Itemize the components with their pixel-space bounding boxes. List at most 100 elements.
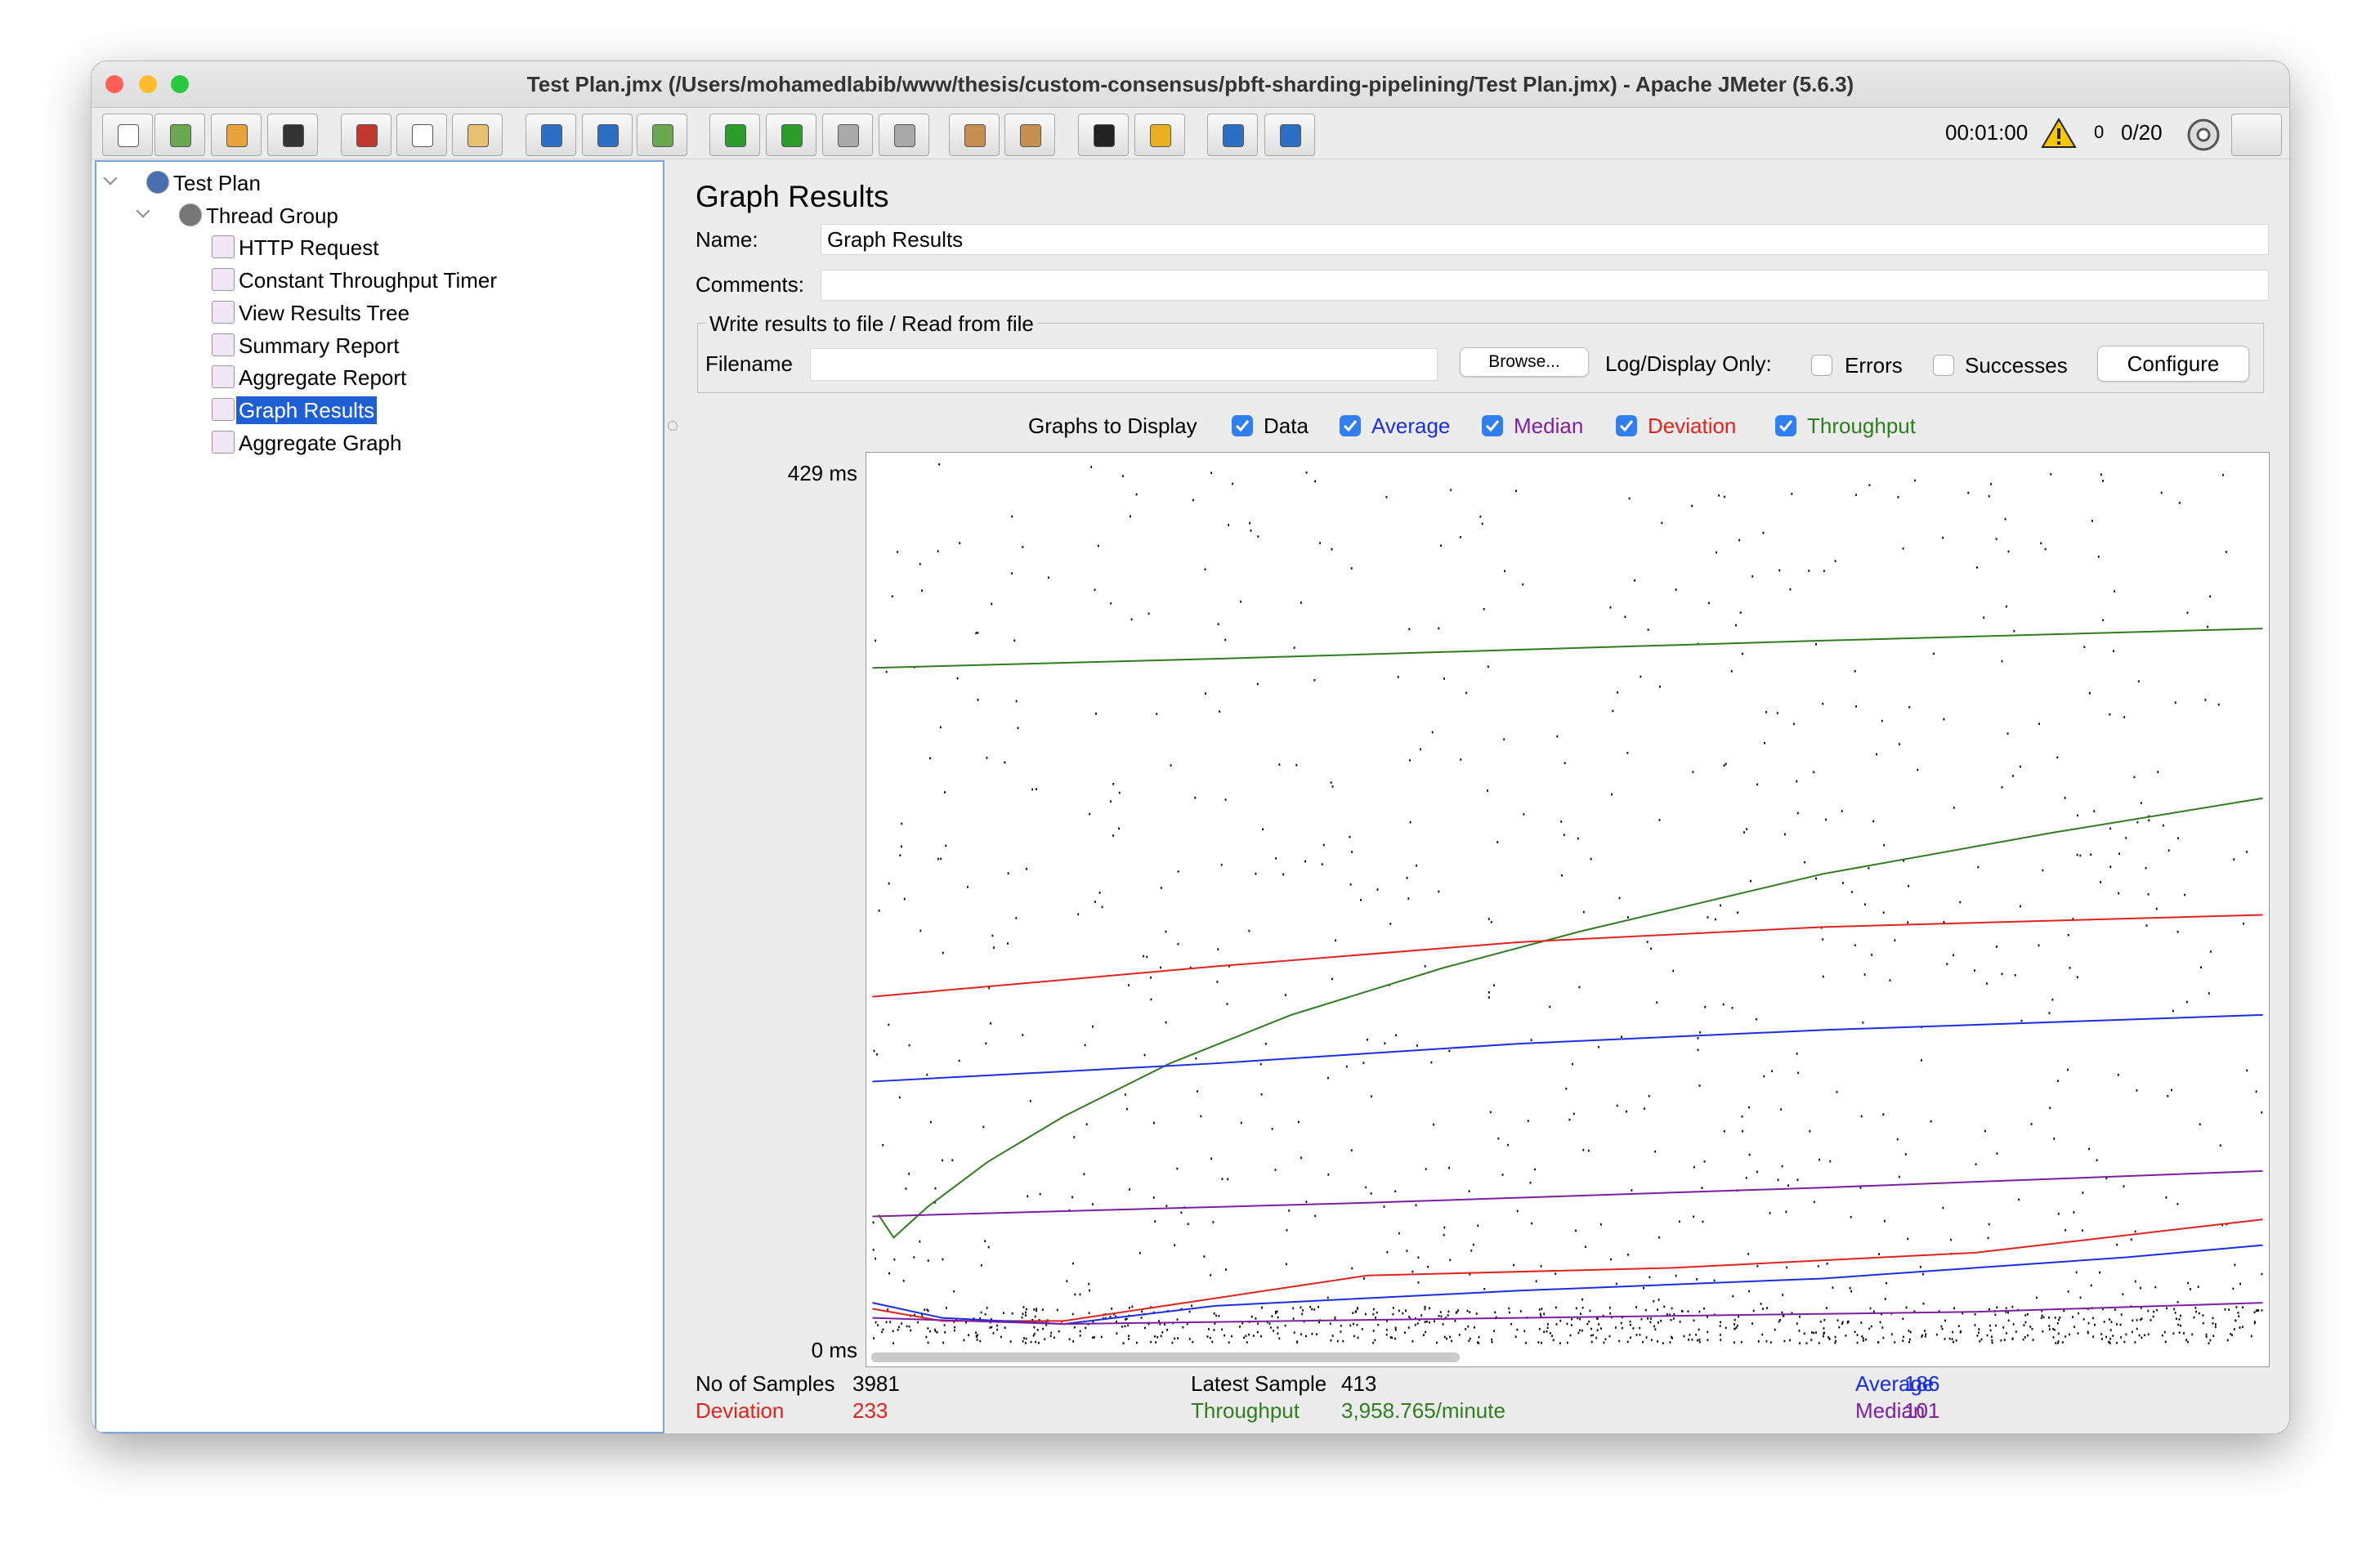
data-point bbox=[1914, 479, 1917, 482]
data-point bbox=[2014, 973, 2016, 977]
data-point bbox=[1720, 904, 1721, 907]
horizontal-scrollbar[interactable] bbox=[871, 1353, 1460, 1362]
graph-option-checkbox[interactable] bbox=[1232, 415, 1253, 436]
name-field[interactable] bbox=[821, 224, 2269, 255]
errors-checkbox[interactable] bbox=[1811, 355, 1832, 376]
tree-node-label[interactable]: Summary Report bbox=[239, 333, 400, 358]
tree-node-label[interactable]: Aggregate Report bbox=[239, 365, 407, 391]
data-point bbox=[1720, 1339, 1722, 1341]
data-point bbox=[1980, 1338, 1983, 1341]
graph-option-checkbox[interactable] bbox=[1340, 415, 1361, 436]
data-point bbox=[902, 1279, 905, 1282]
data-point bbox=[1438, 890, 1440, 893]
tree-node-label[interactable]: Graph Results bbox=[236, 396, 378, 424]
tree-node-label[interactable]: HTTP Request bbox=[239, 235, 379, 261]
toolbar-icon bbox=[1223, 124, 1244, 147]
data-point bbox=[1943, 921, 1945, 923]
remote-status-icon[interactable] bbox=[2185, 117, 2221, 153]
data-point bbox=[1734, 1327, 1736, 1330]
data-point bbox=[914, 1313, 915, 1317]
data-point bbox=[1577, 837, 1579, 840]
graph-option-label: Throughput bbox=[1807, 414, 1916, 438]
data-point bbox=[992, 1332, 995, 1335]
data-point bbox=[2166, 1307, 2168, 1310]
data-point bbox=[1305, 1335, 1307, 1338]
data-point bbox=[1372, 1308, 1375, 1311]
toolbar-icon bbox=[1280, 124, 1301, 147]
tree-node-label[interactable]: Thread Group bbox=[206, 203, 338, 228]
data-point bbox=[1264, 1042, 1267, 1045]
toolbar-button[interactable] bbox=[582, 114, 633, 156]
data-point bbox=[1295, 764, 1298, 767]
toolbar-button[interactable] bbox=[396, 114, 447, 156]
toolbar-button[interactable] bbox=[102, 114, 153, 156]
data-point bbox=[1481, 522, 1483, 525]
toolbar-button[interactable] bbox=[452, 114, 503, 156]
configure-button[interactable]: Configure bbox=[2097, 346, 2249, 382]
data-point bbox=[1577, 1331, 1580, 1335]
data-point bbox=[1618, 1339, 1621, 1343]
splitter-handle[interactable] bbox=[668, 421, 678, 431]
toolbar-button[interactable] bbox=[1134, 114, 1185, 156]
data-point bbox=[2110, 1321, 2113, 1323]
data-point bbox=[1973, 969, 1975, 972]
data-point bbox=[1319, 542, 1322, 544]
toolbar-button[interactable] bbox=[267, 114, 318, 156]
toolbar-button[interactable] bbox=[1078, 114, 1129, 156]
data-point bbox=[924, 1308, 926, 1311]
data-point bbox=[1469, 1337, 1471, 1340]
tree-node-label[interactable]: Test Plan bbox=[173, 171, 261, 195]
data-point bbox=[1791, 493, 1793, 495]
toolbar-button[interactable] bbox=[1004, 114, 1055, 156]
toolbar-button[interactable] bbox=[211, 114, 262, 156]
close-button[interactable] bbox=[105, 75, 123, 93]
log-viewer-button[interactable] bbox=[2231, 114, 2282, 156]
data-point bbox=[1318, 1306, 1319, 1308]
toolbar-button[interactable] bbox=[949, 114, 1000, 156]
toolbar-button[interactable] bbox=[709, 114, 760, 156]
data-point bbox=[1488, 918, 1490, 920]
data-point bbox=[1525, 1341, 1528, 1344]
tree-node-label[interactable]: Constant Throughput Timer bbox=[239, 268, 498, 293]
data-point bbox=[1882, 911, 1885, 914]
data-point bbox=[1335, 939, 1336, 942]
toolbar-button[interactable] bbox=[766, 114, 816, 156]
data-point bbox=[1424, 1308, 1426, 1311]
data-point bbox=[1022, 1312, 1024, 1315]
toolbar-button[interactable] bbox=[879, 114, 929, 156]
browse-button[interactable]: Browse... bbox=[1460, 347, 1589, 377]
tree-node-label[interactable]: View Results Tree bbox=[239, 300, 410, 325]
toolbar-button[interactable] bbox=[1264, 114, 1315, 156]
graph-option-checkbox[interactable] bbox=[1775, 415, 1796, 436]
data-point bbox=[1546, 1326, 1549, 1330]
data-point bbox=[2092, 1335, 2095, 1338]
data-point bbox=[2024, 1336, 2026, 1339]
data-point bbox=[1271, 1315, 1273, 1317]
toolbar-button[interactable] bbox=[822, 114, 873, 156]
data-point bbox=[1791, 1312, 1793, 1315]
data-point bbox=[1624, 615, 1626, 619]
data-point bbox=[1165, 930, 1167, 933]
comments-field[interactable] bbox=[821, 270, 2269, 301]
toolbar-button[interactable] bbox=[341, 114, 391, 156]
tree-node-label[interactable]: Aggregate Graph bbox=[239, 430, 402, 455]
toolbar-button[interactable] bbox=[637, 114, 687, 156]
successes-checkbox[interactable] bbox=[1933, 355, 1954, 376]
data-point bbox=[1389, 1336, 1392, 1339]
toolbar-button[interactable] bbox=[154, 114, 205, 156]
data-point bbox=[1143, 1053, 1146, 1057]
data-point bbox=[2052, 1336, 2055, 1339]
data-point bbox=[903, 897, 906, 901]
data-point bbox=[996, 1324, 999, 1327]
graph-option-checkbox[interactable] bbox=[1482, 415, 1503, 436]
data-point bbox=[927, 1259, 929, 1262]
data-point bbox=[942, 1159, 943, 1162]
filename-field[interactable] bbox=[810, 348, 1438, 381]
toolbar-button[interactable] bbox=[526, 114, 576, 156]
toolbar-button[interactable] bbox=[1207, 114, 1258, 156]
zoom-button[interactable] bbox=[171, 75, 189, 93]
minimize-button[interactable] bbox=[139, 75, 157, 93]
data-point bbox=[1570, 1324, 1572, 1326]
graph-option-checkbox[interactable] bbox=[1616, 415, 1637, 436]
data-point bbox=[1239, 1326, 1241, 1328]
